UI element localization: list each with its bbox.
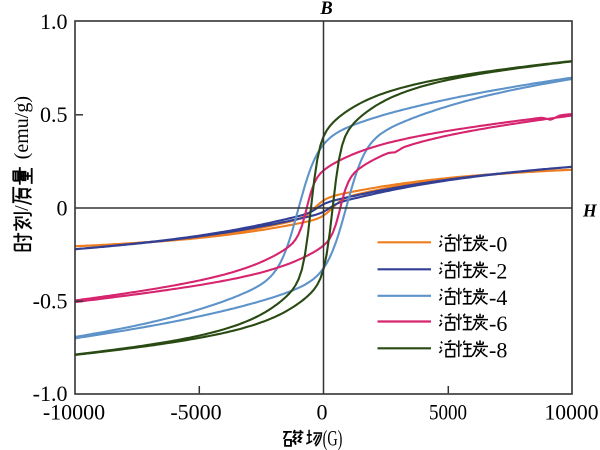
svg-text:-0: -0 bbox=[489, 232, 507, 257]
svg-text:0.5: 0.5 bbox=[40, 102, 68, 127]
svg-text:-2: -2 bbox=[489, 259, 507, 284]
svg-text:-5000: -5000 bbox=[170, 400, 221, 425]
svg-text:0: 0 bbox=[317, 400, 328, 425]
svg-text:B: B bbox=[319, 0, 332, 19]
svg-text:(G): (G) bbox=[323, 425, 343, 450]
svg-text:5000: 5000 bbox=[429, 400, 467, 425]
svg-text:/: / bbox=[11, 205, 33, 211]
svg-text:-6: -6 bbox=[489, 311, 507, 336]
svg-text:0: 0 bbox=[57, 195, 68, 220]
svg-text:-1.0: -1.0 bbox=[33, 381, 68, 406]
svg-text:10000: 10000 bbox=[545, 400, 599, 425]
svg-text:1.0: 1.0 bbox=[40, 9, 68, 34]
svg-text:-0.5: -0.5 bbox=[33, 289, 68, 314]
svg-text:(emu/g): (emu/g) bbox=[11, 96, 33, 159]
svg-text:H: H bbox=[582, 201, 598, 221]
svg-text:-8: -8 bbox=[489, 338, 507, 363]
svg-text:-10000: -10000 bbox=[43, 400, 105, 425]
svg-text:-4: -4 bbox=[489, 285, 507, 310]
